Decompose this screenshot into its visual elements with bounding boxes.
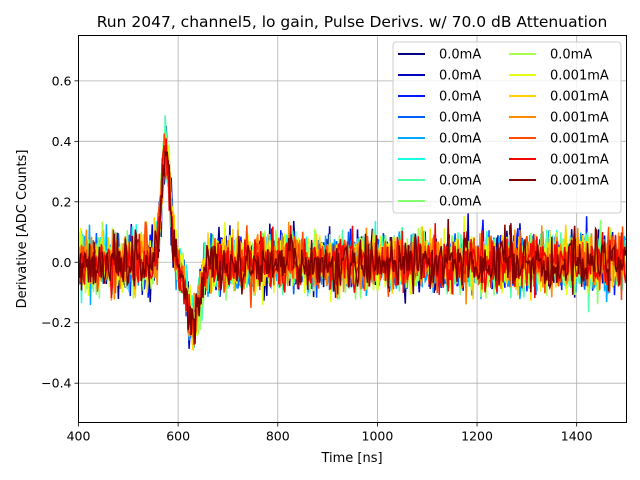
x-axis-label: Time [ns] bbox=[320, 451, 382, 466]
y-axis-ticks: −0.4 −0.2 0.0 0.2 0.4 0.6 bbox=[41, 73, 79, 391]
legend: 0.0mA 0.0mA 0.0mA 0.0mA 0.0mA 0.0mA 0.0mA 0.0mA… bbox=[392, 41, 622, 214]
y-axis-label: Derivative [ADC Counts] bbox=[15, 150, 30, 309]
legend-label: 0.0mA bbox=[439, 69, 481, 84]
legend-label: 0.001mA bbox=[550, 153, 609, 168]
legend-label: 0.0mA bbox=[439, 111, 481, 126]
chart-title: Run 2047, channel5, lo gain, Pulse Deriv… bbox=[97, 13, 608, 31]
series-lines bbox=[78, 115, 627, 351]
y-tick-label: −0.2 bbox=[41, 315, 71, 330]
x-tick-label: 1000 bbox=[362, 429, 394, 444]
x-tick-label: 600 bbox=[166, 429, 190, 444]
legend-box bbox=[392, 41, 622, 214]
legend-label: 0.001mA bbox=[550, 69, 609, 84]
plot-frame bbox=[78, 35, 627, 423]
legend-label: 0.001mA bbox=[550, 90, 609, 105]
series-line bbox=[78, 150, 627, 344]
y-tick-label: 0.4 bbox=[52, 134, 72, 149]
y-tick-label: 0.2 bbox=[52, 194, 72, 209]
y-tick-label: 0.6 bbox=[52, 73, 72, 88]
x-tick-label: 800 bbox=[266, 429, 290, 444]
legend-label: 0.0mA bbox=[439, 48, 481, 63]
legend-label: 0.0mA bbox=[439, 90, 481, 105]
legend-label: 0.001mA bbox=[550, 132, 609, 147]
y-tick-label: 0.0 bbox=[52, 255, 72, 270]
x-tick-label: 1400 bbox=[561, 429, 593, 444]
y-tick-label: −0.4 bbox=[41, 376, 71, 391]
legend-label: 0.0mA bbox=[439, 195, 481, 210]
x-tick-label: 1200 bbox=[461, 429, 493, 444]
legend-label: 0.0mA bbox=[550, 48, 592, 63]
x-axis-ticks: 400 600 800 1000 1200 1400 bbox=[67, 422, 593, 444]
legend-label: 0.0mA bbox=[439, 132, 481, 147]
legend-label: 0.001mA bbox=[550, 174, 609, 189]
x-tick-label: 400 bbox=[67, 429, 91, 444]
legend-label: 0.0mA bbox=[439, 174, 481, 189]
legend-label: 0.0mA bbox=[439, 153, 481, 168]
legend-label: 0.001mA bbox=[550, 111, 609, 126]
